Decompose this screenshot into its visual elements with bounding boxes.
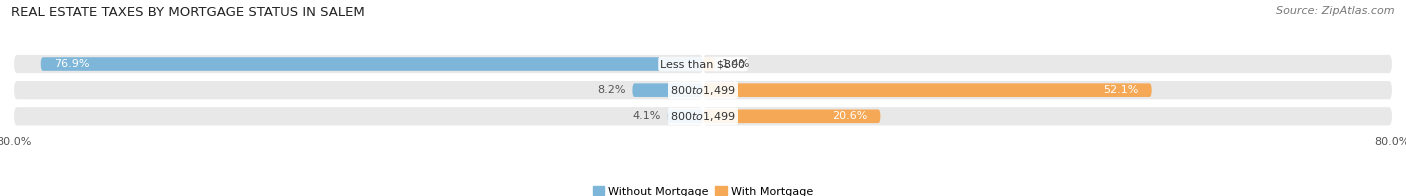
Text: Source: ZipAtlas.com: Source: ZipAtlas.com bbox=[1277, 6, 1395, 16]
FancyBboxPatch shape bbox=[14, 107, 703, 125]
Text: 76.9%: 76.9% bbox=[53, 59, 89, 69]
FancyBboxPatch shape bbox=[633, 83, 703, 97]
FancyBboxPatch shape bbox=[41, 57, 703, 71]
FancyBboxPatch shape bbox=[703, 110, 880, 123]
Text: REAL ESTATE TAXES BY MORTGAGE STATUS IN SALEM: REAL ESTATE TAXES BY MORTGAGE STATUS IN … bbox=[11, 6, 366, 19]
Text: Less than $800: Less than $800 bbox=[661, 59, 745, 69]
FancyBboxPatch shape bbox=[703, 83, 1152, 97]
FancyBboxPatch shape bbox=[703, 107, 1392, 125]
FancyBboxPatch shape bbox=[14, 81, 703, 99]
Text: 4.1%: 4.1% bbox=[633, 111, 661, 121]
FancyBboxPatch shape bbox=[703, 81, 1392, 99]
Text: $800 to $1,499: $800 to $1,499 bbox=[671, 84, 735, 97]
Text: 20.6%: 20.6% bbox=[832, 111, 868, 121]
Legend: Without Mortgage, With Mortgage: Without Mortgage, With Mortgage bbox=[588, 182, 818, 196]
Text: 1.4%: 1.4% bbox=[721, 59, 751, 69]
FancyBboxPatch shape bbox=[703, 57, 716, 71]
Text: 8.2%: 8.2% bbox=[598, 85, 626, 95]
Text: 52.1%: 52.1% bbox=[1104, 85, 1139, 95]
FancyBboxPatch shape bbox=[14, 55, 703, 73]
FancyBboxPatch shape bbox=[668, 110, 703, 123]
Text: $800 to $1,499: $800 to $1,499 bbox=[671, 110, 735, 123]
FancyBboxPatch shape bbox=[703, 55, 1392, 73]
